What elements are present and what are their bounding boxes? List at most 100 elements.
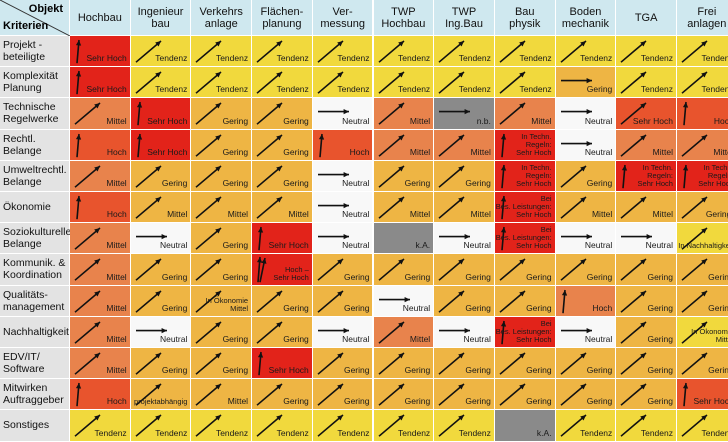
matrix-cell: Gering [616, 316, 677, 348]
matrix-cell: Gering [130, 160, 192, 192]
cell-rating-label: Gering [526, 365, 552, 376]
cell-rating-label: Hoch [106, 396, 127, 407]
matrix-cell: Mittel [191, 192, 253, 224]
matrix-cell: Gering [191, 98, 253, 130]
matrix-cell: Neutral [312, 192, 374, 224]
matrix-cell: Mittel [191, 379, 253, 411]
matrix-cell: Neutral [312, 98, 374, 130]
matrix-cell: Gering [373, 254, 435, 286]
matrix-cell: Neutral [555, 223, 617, 255]
matrix-cell: Gering [434, 254, 495, 286]
matrix-cell: Tendenz [616, 410, 677, 442]
cell-rating-label: Mittel [106, 115, 127, 126]
matrix-cell: Tendenz [373, 67, 435, 99]
arrow-up-icon [258, 351, 264, 376]
cell-rating-label: Neutral [342, 115, 370, 126]
arrow-diagonal-icon [620, 196, 647, 219]
matrix-cell: Gering [191, 316, 253, 348]
arrow-double-up-icon [257, 257, 267, 283]
arrow-right-icon [560, 327, 592, 334]
arrow-diagonal-icon [317, 352, 344, 375]
cell-rating-label: n.b. [476, 115, 491, 126]
arrow-diagonal-icon [560, 383, 587, 406]
arrow-up-icon [136, 133, 142, 157]
matrix-cell: Neutral [130, 223, 192, 255]
cell-rating-label: Gering [343, 365, 370, 376]
matrix-cell: Hoch [70, 129, 131, 161]
matrix-cell: Gering [130, 348, 192, 380]
matrix-cell: Hoch – Sehr Hoch [252, 254, 313, 286]
matrix-cell: Tendenz [434, 410, 495, 442]
matrix-cell: Gering [555, 67, 617, 99]
matrix-cell: Bei Bes. Leistungen: Sehr Hoch [494, 192, 556, 224]
cell-rating-label: Mittel [106, 333, 127, 344]
arrow-diagonal-icon [438, 258, 465, 282]
arrow-diagonal-icon [681, 258, 708, 282]
cell-rating-label: Gering [404, 177, 431, 188]
cell-rating-label: Gering [465, 271, 491, 282]
cell-rating-label: Gering [283, 115, 309, 126]
matrix-cell: Tendenz [130, 36, 192, 68]
cell-rating-label: Gering [222, 177, 249, 188]
matrix-cell: Gering [677, 254, 728, 286]
cell-rating-label: Hoch [592, 302, 613, 313]
arrow-right-icon [135, 327, 167, 334]
arrow-diagonal-icon [135, 414, 162, 438]
matrix-cell: Gering [677, 285, 728, 317]
arrow-diagonal-icon [195, 40, 222, 63]
arrow-diagonal-icon [438, 133, 465, 157]
arrow-diagonal-icon [317, 383, 344, 406]
cell-rating-label: Gering [283, 177, 309, 188]
matrix-cell: Hoch [70, 192, 131, 224]
matrix-cell: Neutral [555, 98, 617, 130]
matrix-cell: Gering [555, 254, 617, 286]
matrix-cell: Gering [252, 160, 313, 192]
matrix-cell: Tendenz [252, 67, 313, 99]
matrix-cell: Tendenz [252, 36, 313, 68]
row-label-nachhaltigkeit: Nachhaltigkeit [0, 316, 70, 348]
cell-rating-label: Tendenz [458, 427, 491, 438]
arrow-diagonal-icon [681, 196, 708, 219]
cell-rating-label: Mittel [106, 365, 127, 376]
cell-rating-label: Neutral [584, 240, 613, 251]
matrix-cell: Gering [677, 348, 728, 380]
cell-rating-label: Mittel [106, 177, 127, 188]
cell-rating-label: Mittel [591, 209, 613, 220]
column-header-bau-physik: Bau physik [494, 0, 556, 36]
matrix-cell: Gering [252, 285, 313, 317]
cell-rating-label: Mittel [106, 271, 127, 282]
cell-rating-label: Neutral [402, 302, 431, 313]
arrow-diagonal-icon [256, 40, 283, 63]
cell-rating-label: Mittel [531, 115, 552, 126]
arrow-diagonal-icon [620, 383, 647, 406]
corner-diagonal-line [0, 0, 70, 36]
cell-rating-label: Mittel [470, 146, 491, 157]
cell-rating-label: Hoch [349, 146, 370, 157]
matrix-cell: Tendenz [616, 36, 677, 68]
matrix-cell: Gering [312, 379, 374, 411]
arrow-diagonal-icon [135, 258, 162, 282]
cell-rating-label: Gering [586, 365, 613, 376]
corner-objekt-label: Objekt [28, 3, 63, 15]
matrix-cell: Gering. [677, 192, 728, 224]
matrix-cell: Gering [130, 285, 192, 317]
arrow-diagonal-icon [74, 289, 101, 313]
matrix-cell: Neutral [130, 316, 192, 348]
cell-rating-label: Gering [647, 365, 673, 376]
arrow-up-icon [136, 102, 142, 126]
arrow-diagonal-icon [438, 289, 465, 313]
matrix-cell: Tendenz [494, 36, 556, 68]
matrix-cell: Gering [494, 348, 556, 380]
matrix-cell: Hoch [555, 285, 617, 317]
matrix-cell: Neutral [312, 160, 374, 192]
cell-rating-label: Gering [161, 271, 188, 282]
cell-rating-label: Sehr Hoch [632, 115, 673, 126]
matrix-cell: Gering [373, 348, 435, 380]
arrow-diagonal-icon [377, 165, 405, 188]
row-label-mitwirken-auftraggeber: Mitwirken Auftraggeber [0, 379, 70, 411]
cell-rating-label: Mittel [106, 302, 127, 313]
matrix-cell: Sehr Hoch [677, 379, 728, 411]
matrix-cell: Neutral [616, 223, 677, 255]
arrow-right-icon [317, 327, 349, 334]
